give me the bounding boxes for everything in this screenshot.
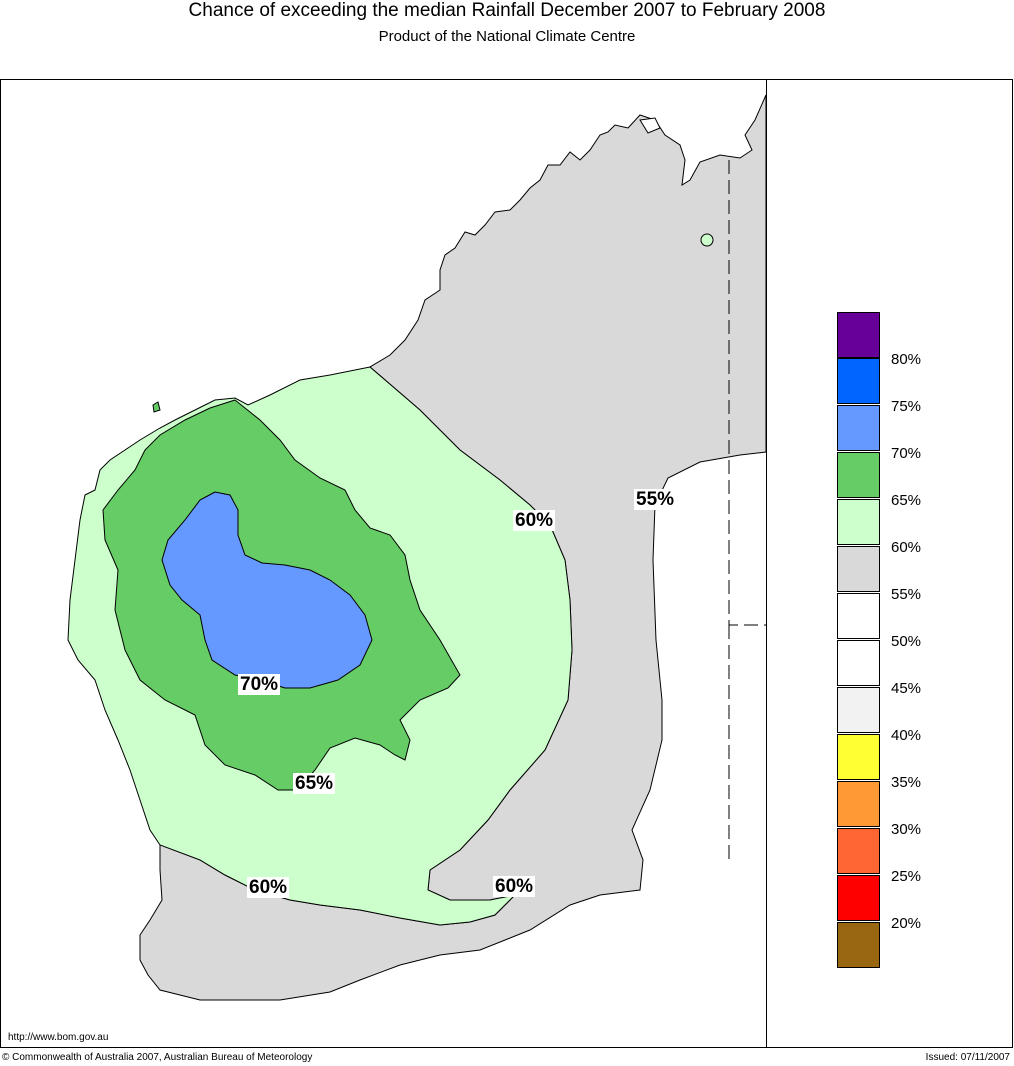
- map-title: Chance of exceeding the median Rainfall …: [188, 0, 826, 21]
- map-subtitle: Product of the National Climate Centre: [378, 28, 636, 45]
- legend-swatch: [837, 640, 880, 686]
- contour-label-65: 65%: [293, 773, 336, 794]
- legend-label: 20%: [891, 915, 922, 932]
- contour-label-60: 60%: [513, 510, 556, 531]
- island: [639, 117, 661, 134]
- legend-swatch: [837, 358, 880, 404]
- legend-label: 25%: [891, 868, 922, 885]
- legend-label: 70%: [891, 445, 922, 462]
- island: [152, 401, 161, 413]
- contour-label-60: 60%: [493, 876, 536, 897]
- legend-swatch: [837, 546, 880, 592]
- copyright-notice: © Commonwealth of Australia 2007, Austra…: [2, 1052, 313, 1063]
- legend-swatch: [837, 499, 880, 545]
- zone-50-55: [632, 452, 766, 890]
- legend-label: 65%: [891, 492, 922, 509]
- source-url[interactable]: http://www.bom.gov.au: [8, 1032, 109, 1043]
- legend-label: 80%: [891, 351, 922, 368]
- legend-swatch: [837, 781, 880, 827]
- legend-swatch: [837, 593, 880, 639]
- state-border: [728, 160, 766, 865]
- contour-label-70: 70%: [238, 674, 281, 695]
- legend-swatch: [837, 405, 880, 451]
- legend-swatch: [837, 922, 880, 968]
- legend-swatch: [837, 828, 880, 874]
- legend-label: 75%: [891, 398, 922, 415]
- legend-label: 35%: [891, 774, 922, 791]
- legend-label: 40%: [891, 727, 922, 744]
- legend-swatch: [837, 734, 880, 780]
- legend-label: 30%: [891, 821, 922, 838]
- zone-70-75: [161, 491, 373, 689]
- contour-label-55: 55%: [634, 489, 677, 510]
- legend-swatch: [837, 875, 880, 921]
- issued-date: Issued: 07/11/2007: [925, 1052, 1010, 1063]
- contour-label-60: 60%: [247, 877, 290, 898]
- legend-label: 55%: [891, 586, 922, 603]
- legend-label: 60%: [891, 539, 922, 556]
- legend-swatch: [837, 312, 880, 358]
- legend-label: 50%: [891, 633, 922, 650]
- legend-swatch: [837, 452, 880, 498]
- zone-60-65-north: [700, 233, 714, 247]
- legend-label: 45%: [891, 680, 922, 697]
- legend-swatch: [837, 687, 880, 733]
